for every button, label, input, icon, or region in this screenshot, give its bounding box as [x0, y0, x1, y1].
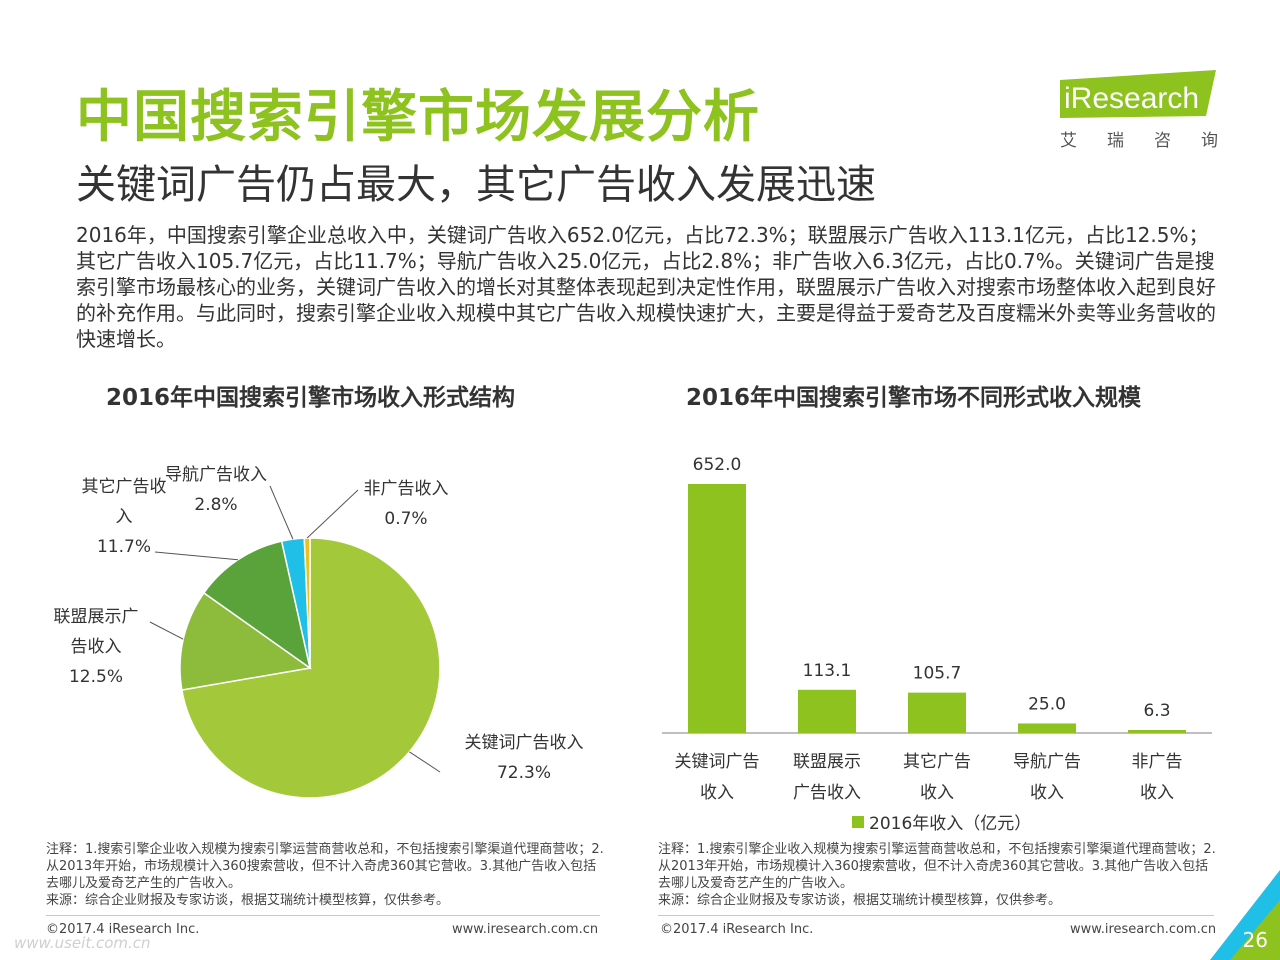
- pie-slice-alliance: [179, 591, 312, 691]
- right-source-text: 来源：综合企业财报及专家访谈，根据艾瑞统计模型核算，仅供参考。: [658, 893, 1062, 908]
- left-url: www.iresearch.com.cn: [452, 922, 599, 937]
- right-footer-divider: [658, 915, 1214, 916]
- left-source-text: 来源：综合企业财报及专家访谈，根据艾瑞统计模型核算，仅供参考。: [46, 893, 450, 908]
- page-title: 中国搜索引擎市场发展分析: [76, 85, 760, 150]
- bar-4: [1128, 730, 1186, 733]
- bar-3: [1018, 723, 1076, 733]
- pie-leader-line: [306, 489, 359, 539]
- intro-paragraph: 2016年，中国搜索引擎企业总收入中，关键词广告收入652.0亿元，占比72.3…: [76, 223, 1216, 351]
- pie-slice-other: [202, 540, 312, 670]
- pie-value-0: 72.3%: [497, 763, 551, 783]
- pie-slice-nonad: [303, 537, 311, 669]
- pie-value-2: 11.7%: [97, 537, 151, 557]
- bar-chart: 652.0 关键词广告收入 113.1 联盟展示广告收入 105.7 其它广告收入 25.0…: [662, 455, 1212, 834]
- bar-1: [798, 689, 856, 733]
- pie-labels: 关键词广告收入 72.3% 联盟展示广告收入 12.5% 其它广告收入 11.7% 导航广告…: [54, 465, 584, 783]
- pie-value-3: 2.8%: [194, 495, 237, 515]
- legend-swatch: [852, 816, 864, 828]
- legend-label: 2016年收入（亿元）: [869, 814, 1031, 834]
- bar-0: [688, 484, 746, 733]
- logo-text: iResearch: [1064, 82, 1199, 115]
- left-note: 注释：1.搜索引擎企业收入规模为搜索引擎运营商营收总和，不包括搜索引擎渠道代理商…: [46, 841, 606, 909]
- bar-2: [908, 692, 966, 733]
- bar-chart-title: 2016年中国搜索引擎市场不同形式收入规模: [686, 385, 1142, 411]
- watermark: www.useit.com.cn: [14, 934, 151, 952]
- bar-value-label-4: 6.3: [1143, 701, 1170, 721]
- right-note: 注释：1.搜索引擎企业收入规模为搜索引擎运营商营收总和，不包括搜索引擎渠道代理商…: [658, 841, 1218, 909]
- pie-label-4: 非广告收入: [364, 479, 449, 499]
- bar-category-label-4: 非广告收入: [1132, 752, 1183, 803]
- corner-decoration: [1210, 870, 1280, 960]
- pie-value-1: 12.5%: [69, 667, 123, 687]
- bar-value-label-3: 25.0: [1028, 694, 1066, 714]
- pie-label-0: 关键词广告收入: [465, 733, 584, 753]
- pie-label-3: 导航广告收入: [165, 465, 267, 485]
- bar-category-label-2: 其它广告收入: [903, 752, 971, 803]
- pie-leader-line: [149, 621, 184, 640]
- pie-chart: [179, 537, 441, 799]
- bar-value-label-2: 105.7: [913, 664, 962, 684]
- right-url: www.iresearch.com.cn: [1070, 922, 1217, 937]
- page-subtitle: 关键词广告仍占最大，其它广告收入发展迅速: [76, 162, 876, 208]
- left-note-text: 注释：1.搜索引擎企业收入规模为搜索引擎运营商营收总和，不包括搜索引擎渠道代理商…: [46, 842, 604, 891]
- bar-category-label-3: 导航广告收入: [1013, 752, 1081, 803]
- pie-chart-title: 2016年中国搜索引擎市场收入形式结构: [106, 385, 516, 411]
- pie-label-1: 联盟展示广告收入: [54, 607, 139, 657]
- logo-subtitle: 艾瑞咨询: [1060, 131, 1248, 151]
- page-number: 26: [1242, 928, 1268, 952]
- pie-leader-line: [269, 485, 294, 540]
- left-footer-divider: [46, 915, 600, 916]
- right-note-text: 注释：1.搜索引擎企业收入规模为搜索引擎运营商营收总和，不包括搜索引擎渠道代理商…: [658, 842, 1216, 891]
- left-copyright: ©2017.4 iResearch Inc.: [46, 922, 200, 937]
- bar-category-label-0: 关键词广告收入: [675, 752, 760, 803]
- right-copyright: ©2017.4 iResearch Inc.: [660, 922, 814, 937]
- pie-label-2: 其它广告收入: [82, 477, 167, 527]
- iresearch-logo: iResearch: [1060, 70, 1216, 118]
- pie-leader-line: [154, 551, 238, 561]
- pie-leader-line: [409, 751, 441, 773]
- bar-category-label-1: 联盟展示广告收入: [793, 752, 861, 803]
- pie-value-4: 0.7%: [384, 509, 427, 529]
- bar-value-label-1: 113.1: [803, 661, 852, 681]
- bar-value-label-0: 652.0: [693, 455, 742, 475]
